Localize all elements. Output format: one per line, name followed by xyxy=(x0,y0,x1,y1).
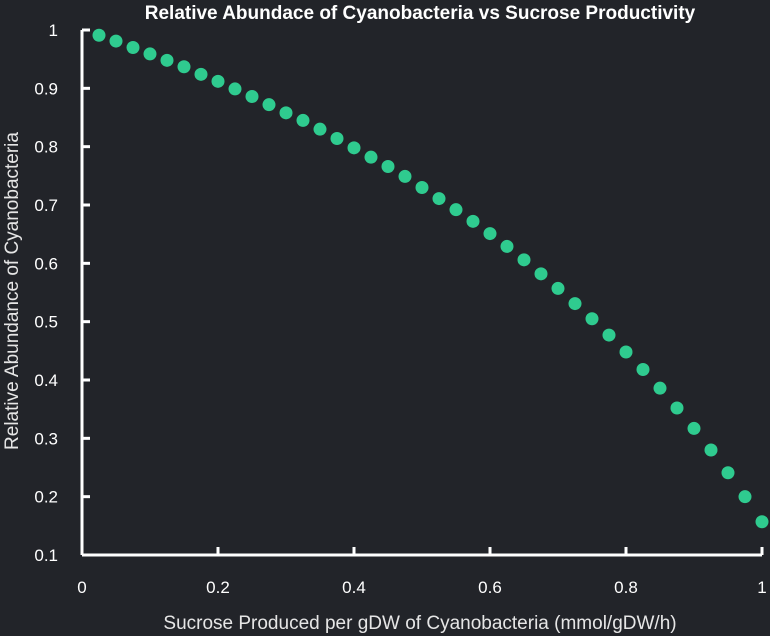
data-point xyxy=(92,28,106,42)
y-tick-label: 0.4 xyxy=(34,371,58,390)
data-point xyxy=(228,82,242,96)
x-tick-label: 0.6 xyxy=(478,578,502,597)
data-point xyxy=(313,122,327,136)
data-point xyxy=(534,267,548,281)
data-point xyxy=(296,113,310,127)
x-tick-label: 0 xyxy=(77,578,86,597)
data-point xyxy=(330,132,344,145)
data-point xyxy=(143,47,157,61)
data-point xyxy=(738,490,752,504)
y-axis-label: Relative Abundance of Cyanobacteria xyxy=(2,132,23,450)
data-point xyxy=(755,515,769,529)
data-point xyxy=(415,181,429,194)
data-point xyxy=(568,297,582,311)
data-point xyxy=(466,214,480,228)
data-point xyxy=(211,74,225,88)
data-point xyxy=(517,253,531,267)
data-point xyxy=(653,381,667,395)
y-tick-label: 0.7 xyxy=(34,196,58,215)
x-axis-label: Sucrose Produced per gDW of Cyanobacteri… xyxy=(163,613,676,634)
data-point xyxy=(347,141,361,155)
data-point xyxy=(619,345,633,359)
data-point xyxy=(636,363,650,376)
y-tick-label: 0.5 xyxy=(34,313,58,332)
data-point xyxy=(500,239,514,253)
data-point xyxy=(177,60,191,74)
y-tick-label: 0.2 xyxy=(34,488,58,507)
data-point xyxy=(381,160,395,173)
data-point xyxy=(279,106,293,120)
y-tick-label: 0.9 xyxy=(34,79,58,98)
data-point xyxy=(551,281,565,295)
data-point xyxy=(432,192,446,206)
x-tick-label: 0.4 xyxy=(342,578,366,597)
data-point xyxy=(585,312,599,326)
y-tick-label: 1 xyxy=(49,21,58,40)
x-tick-label: 0.2 xyxy=(206,578,230,597)
data-point xyxy=(262,98,276,112)
data-point xyxy=(602,328,616,342)
data-point xyxy=(398,169,412,183)
data-point xyxy=(364,150,378,164)
data-point xyxy=(449,203,463,217)
y-tick-label: 0.1 xyxy=(34,546,58,565)
axis-ticks: 0 0.2 0.4 0.6 0.8 1 0.1 0.2 0.3 0.4 0.5 0.6 0.7 0.8 0.… xyxy=(34,21,766,597)
data-point xyxy=(126,41,140,54)
data-point xyxy=(483,227,497,241)
y-tick-label: 0.8 xyxy=(34,138,58,157)
x-tick-label: 1 xyxy=(757,578,766,597)
y-tick-label: 0.6 xyxy=(34,254,58,273)
y-tick-label: 0.3 xyxy=(34,429,58,448)
data-point xyxy=(160,53,174,67)
data-points xyxy=(92,28,769,529)
data-point xyxy=(109,34,123,48)
data-point xyxy=(194,67,208,81)
data-point xyxy=(704,443,718,457)
chart-title: Relative Abundace of Cyanobacteria vs Su… xyxy=(145,3,696,24)
data-point xyxy=(687,421,701,435)
data-point xyxy=(245,90,259,103)
x-tick-label: 0.8 xyxy=(614,578,638,597)
data-point xyxy=(721,466,735,480)
data-point xyxy=(670,401,684,415)
